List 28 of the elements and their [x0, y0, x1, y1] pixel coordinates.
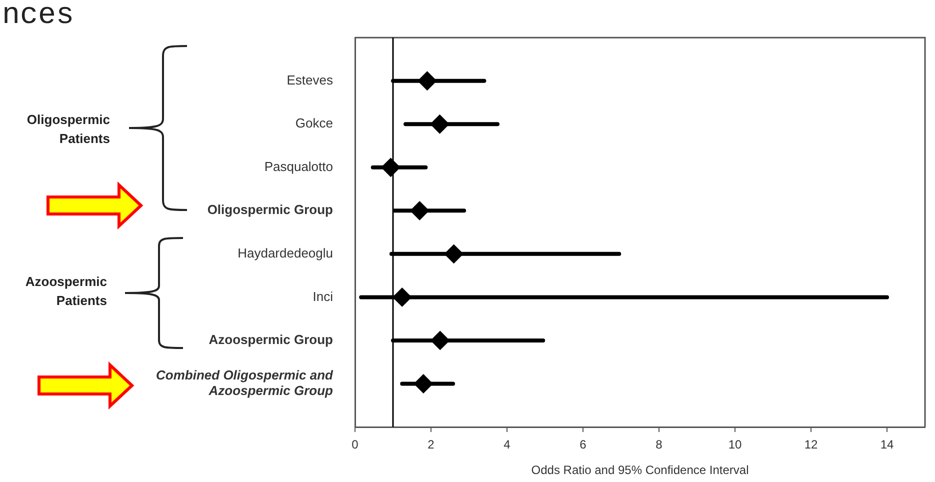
- y-tick-label: Esteves: [286, 72, 334, 88]
- point: [392, 288, 412, 307]
- point: [430, 114, 450, 134]
- point: [444, 244, 464, 264]
- text: Azoospermic Patients: [24, 273, 107, 310]
- y-tick-label: Gokce: [295, 116, 333, 131]
- point: [410, 201, 430, 220]
- x-tick-label: 8: [656, 438, 663, 452]
- x-tick-label: 0: [352, 438, 359, 452]
- point: [418, 71, 437, 90]
- x-tick-label: 14: [880, 438, 894, 452]
- y-tick-label: Inci: [312, 288, 334, 304]
- x-tick-label: 12: [804, 438, 818, 452]
- x-tick-label: 10: [728, 438, 742, 452]
- point: [430, 330, 450, 350]
- y-tick-label: Pasqualotto: [264, 158, 333, 174]
- text: nces: [2, 0, 74, 33]
- y-tick-label: Oligospermic Group: [207, 202, 334, 218]
- y-tick-label: Haydardedeoglu: [238, 246, 333, 261]
- point: [381, 158, 400, 177]
- x-tick-label: 6: [580, 438, 587, 452]
- point: [414, 374, 433, 394]
- y-tick-label: Azoospermic Group: [208, 332, 334, 348]
- x-tick-label: 2: [428, 438, 435, 452]
- y-tick-label: Combined Oligospermic and Azoospermic Group: [156, 368, 334, 398]
- text: Oligospermic Patients: [26, 111, 110, 148]
- x-axis-title: Odds Ratio and 95% Confidence Interval: [531, 463, 749, 478]
- x-tick-label: 4: [504, 438, 511, 452]
